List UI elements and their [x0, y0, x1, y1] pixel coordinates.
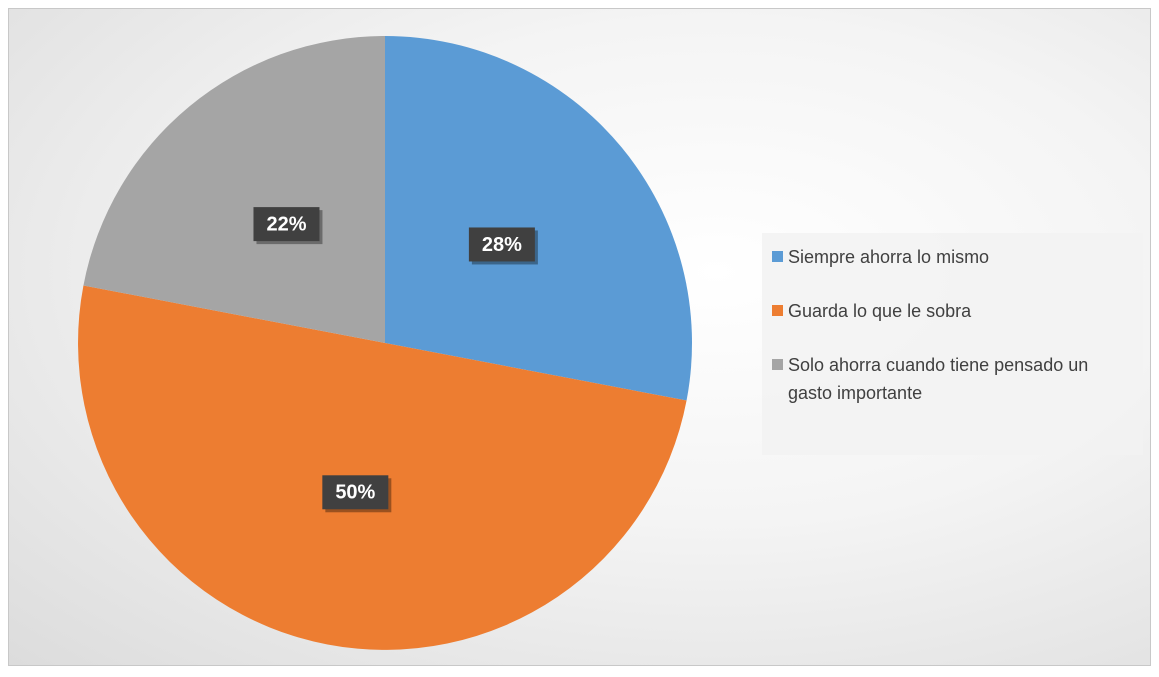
- legend: Siempre ahorra lo mismo Guarda lo que le …: [762, 233, 1143, 455]
- pie-slice: [78, 285, 687, 650]
- data-label: 28%: [482, 234, 522, 256]
- legend-label: Siempre ahorra lo mismo: [788, 247, 990, 267]
- pie-slice: [385, 36, 692, 401]
- data-label-box: [468, 227, 535, 262]
- data-label-box: [322, 475, 389, 510]
- legend-item: Siempre ahorra lo mismo: [772, 243, 1129, 271]
- legend-item: Solo ahorra cuando tiene pensado un gast…: [772, 351, 1129, 407]
- data-label-box: [253, 207, 320, 242]
- legend-swatch: [772, 251, 783, 262]
- pie-slice: [83, 36, 386, 343]
- legend-swatch: [772, 359, 783, 370]
- legend-label: Guarda lo que le sobra: [788, 301, 972, 321]
- data-label: 22%: [266, 213, 306, 235]
- legend-swatch: [772, 305, 783, 316]
- legend-item: Guarda lo que le sobra: [772, 297, 1129, 325]
- legend-label: Solo ahorra cuando tiene pensado un gast…: [788, 355, 1089, 403]
- data-label: 50%: [335, 482, 375, 504]
